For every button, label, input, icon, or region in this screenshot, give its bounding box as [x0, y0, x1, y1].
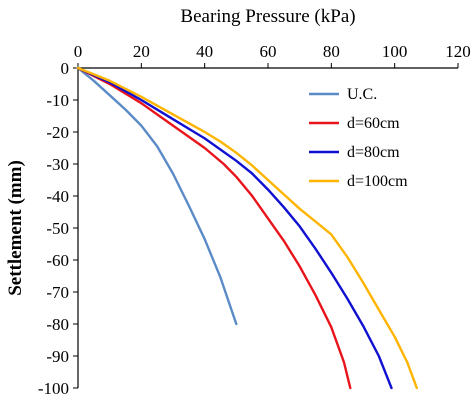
y-tick-label: -40: [46, 187, 69, 206]
y-tick-label: 0: [61, 59, 70, 78]
legend-label-2: d=80cm: [347, 144, 400, 161]
legend-label-3: d=100cm: [347, 173, 408, 190]
y-tick-label: -80: [46, 315, 69, 334]
y-tick-label: -10: [46, 91, 69, 110]
series-layer: [76, 66, 418, 390]
y-tick-label: -100: [38, 379, 69, 398]
series-line-1: [76, 66, 352, 390]
x-tick-label: 40: [196, 42, 213, 61]
x-tick-label: 100: [382, 42, 408, 61]
x-tick-label: 120: [445, 42, 471, 61]
x-axis-title: Bearing Pressure (kPa): [180, 6, 355, 27]
legend-label-1: d=60cm: [347, 115, 400, 132]
x-tick-label: 60: [260, 42, 277, 61]
axes: 0 20 40 60 80 100 120 0 -10 -20 -30 -40 -50 -60 -70 -80…: [38, 42, 471, 398]
x-tick-label: 20: [133, 42, 150, 61]
y-tick-label: -60: [46, 251, 69, 270]
y-tick-label: -90: [46, 347, 69, 366]
y-tick-label: -50: [46, 219, 69, 238]
y-tick-label: -20: [46, 123, 69, 142]
x-tick-label: 80: [323, 42, 340, 61]
legend: U.C. d=60cm d=80cm d=100cm: [309, 86, 408, 190]
legend-label-0: U.C.: [347, 86, 377, 103]
y-axis-title: Settlement (mm): [5, 160, 26, 296]
series-line-3: [76, 66, 418, 390]
y-tick-label: -30: [46, 155, 69, 174]
series-line-0: [76, 66, 238, 326]
y-tick-label: -70: [46, 283, 69, 302]
series-line-2: [76, 66, 393, 390]
x-tick-label: 0: [74, 42, 83, 61]
